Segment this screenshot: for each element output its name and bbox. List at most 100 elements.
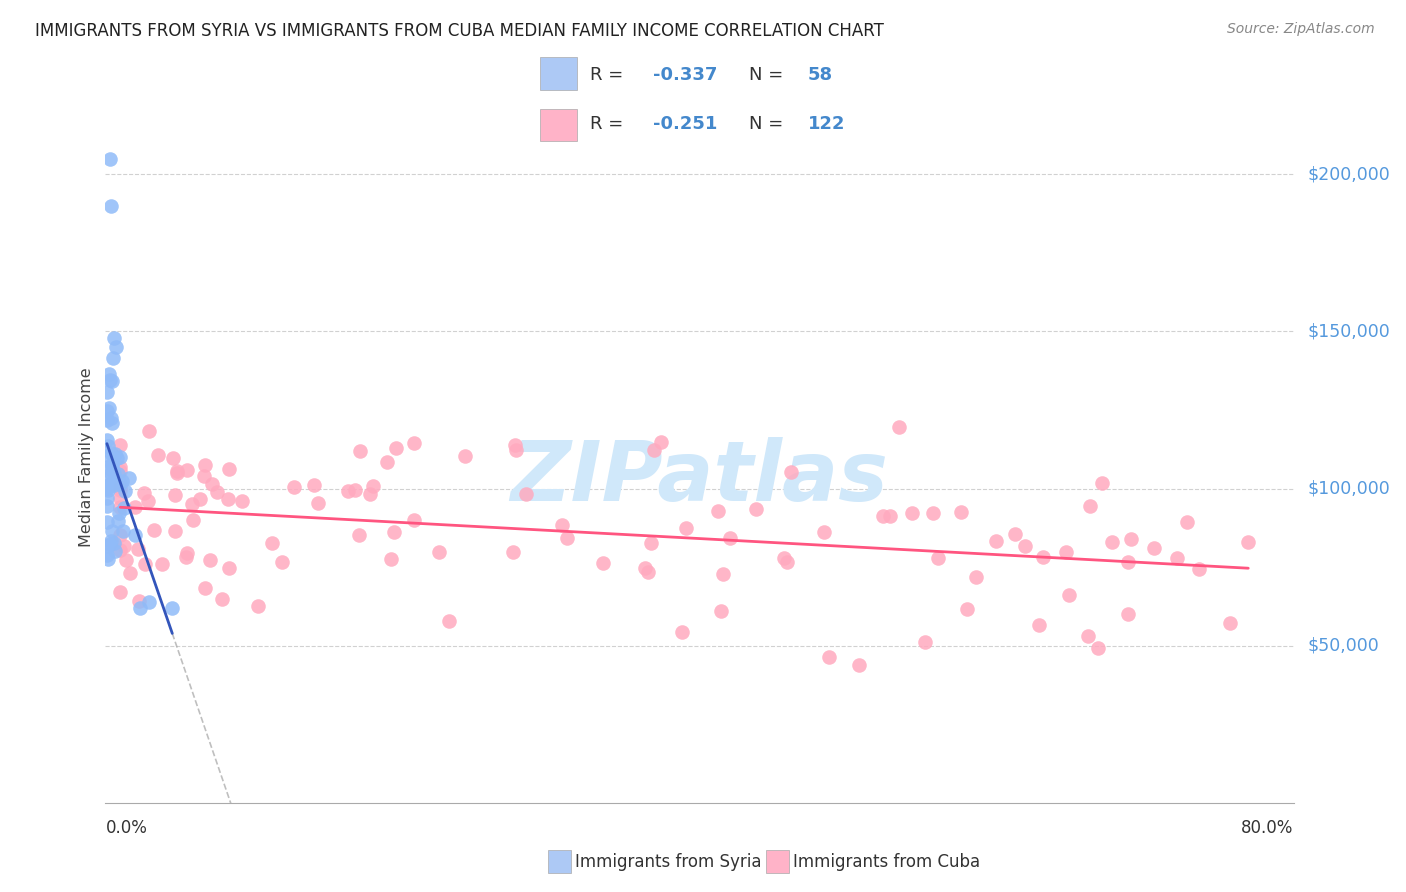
Point xyxy=(101,464,124,478)
Point xyxy=(107,475,129,489)
Point xyxy=(104,340,127,354)
Point xyxy=(108,450,131,464)
Point xyxy=(96,481,118,495)
Point xyxy=(97,401,120,416)
Point xyxy=(359,487,381,501)
Bar xyxy=(540,109,576,141)
Point xyxy=(380,552,402,566)
Point xyxy=(166,464,188,478)
Point xyxy=(114,484,136,499)
Point xyxy=(302,478,325,492)
Point xyxy=(675,521,697,535)
Point xyxy=(637,565,659,579)
Point xyxy=(181,513,204,527)
Point xyxy=(1004,527,1026,541)
Point xyxy=(776,555,799,569)
Point xyxy=(718,531,741,545)
Point xyxy=(104,544,127,558)
Point xyxy=(98,368,121,382)
Text: 122: 122 xyxy=(808,115,845,134)
Point xyxy=(218,462,240,476)
Point xyxy=(592,556,614,570)
Point xyxy=(101,416,124,430)
Point xyxy=(965,569,987,583)
Point xyxy=(100,533,122,548)
Point xyxy=(402,436,425,450)
Point xyxy=(427,545,450,559)
Point xyxy=(110,460,132,475)
Point xyxy=(162,601,184,615)
Point xyxy=(96,460,118,475)
Point xyxy=(100,374,122,388)
Point xyxy=(347,528,370,542)
Point xyxy=(98,152,121,166)
Point xyxy=(640,536,662,550)
Point xyxy=(96,472,118,486)
Point xyxy=(163,488,186,502)
Point xyxy=(1078,499,1101,513)
Point xyxy=(165,524,187,538)
Point xyxy=(96,403,118,417)
Point xyxy=(872,508,894,523)
Point xyxy=(129,601,152,615)
Point xyxy=(194,458,217,473)
Point xyxy=(110,480,132,494)
Point xyxy=(1119,532,1142,546)
Point xyxy=(950,505,973,519)
Point xyxy=(118,471,141,485)
Point xyxy=(146,448,169,462)
Point xyxy=(502,545,524,559)
Point xyxy=(110,527,132,541)
Point xyxy=(98,478,121,492)
Point xyxy=(1090,476,1112,491)
Point xyxy=(956,602,979,616)
Point xyxy=(110,491,132,505)
Point xyxy=(96,491,118,505)
Point xyxy=(650,435,672,450)
Point xyxy=(110,437,132,451)
Point xyxy=(707,504,730,518)
Point xyxy=(1219,616,1241,631)
Point xyxy=(96,500,118,514)
Point xyxy=(97,540,120,554)
Point xyxy=(984,533,1007,548)
Point xyxy=(110,477,132,491)
Text: N =: N = xyxy=(748,66,783,84)
Point xyxy=(103,331,125,345)
Text: Immigrants from Syria: Immigrants from Syria xyxy=(575,853,762,871)
Point xyxy=(1014,539,1036,553)
Point xyxy=(112,539,135,553)
Point xyxy=(211,592,233,607)
Point xyxy=(634,561,657,575)
Point xyxy=(643,442,665,457)
Point xyxy=(283,480,305,494)
Point xyxy=(217,492,239,507)
Point xyxy=(505,442,527,457)
Point xyxy=(848,657,870,672)
Text: Source: ZipAtlas.com: Source: ZipAtlas.com xyxy=(1227,22,1375,37)
Point xyxy=(1175,515,1198,529)
Point xyxy=(361,479,384,493)
Point xyxy=(105,451,128,466)
Point xyxy=(1101,534,1123,549)
Point xyxy=(98,373,121,387)
Point xyxy=(1143,541,1166,555)
Point xyxy=(1188,562,1211,576)
Point xyxy=(124,528,146,542)
Point xyxy=(402,513,425,527)
Text: Immigrants from Cuba: Immigrants from Cuba xyxy=(793,853,980,871)
Point xyxy=(780,465,803,479)
Point xyxy=(107,467,129,482)
Point xyxy=(100,466,122,480)
Point xyxy=(97,440,120,454)
Point xyxy=(100,457,122,471)
Point xyxy=(96,516,118,530)
Point xyxy=(111,474,134,488)
Point xyxy=(100,445,122,459)
Point xyxy=(375,455,398,469)
Point xyxy=(921,506,943,520)
Point xyxy=(385,441,408,455)
Text: $50,000: $50,000 xyxy=(1308,637,1379,655)
Point xyxy=(138,425,160,439)
Text: R =: R = xyxy=(591,66,623,84)
